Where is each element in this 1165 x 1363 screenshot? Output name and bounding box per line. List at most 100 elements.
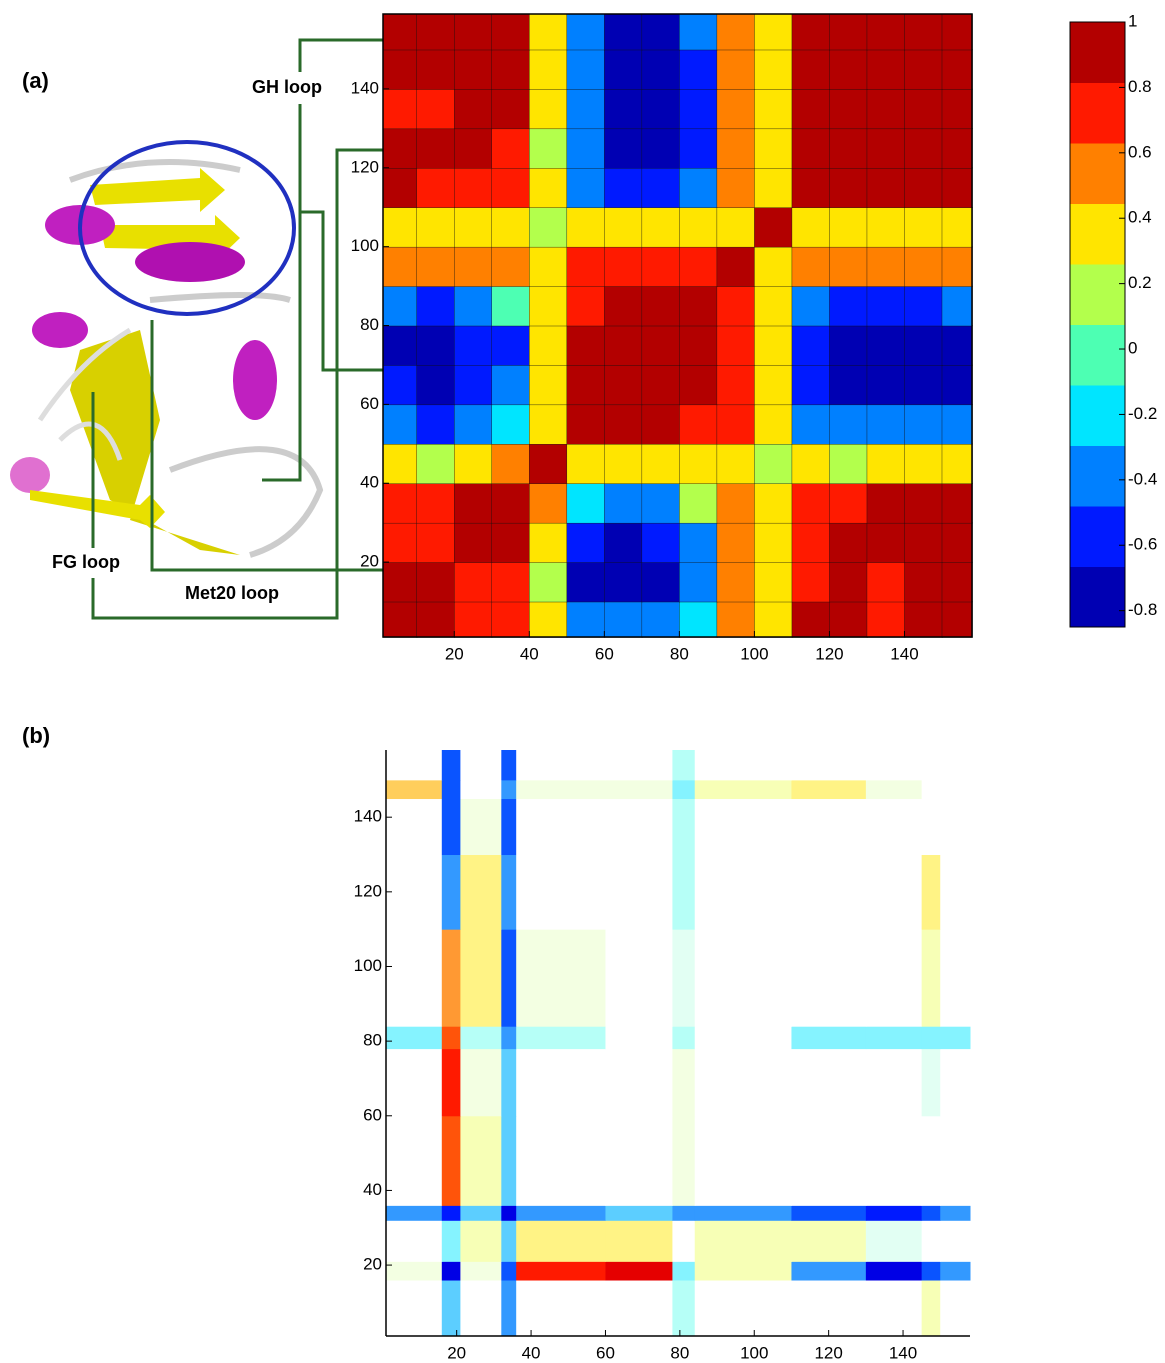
heatmap-cell bbox=[441, 1115, 461, 1206]
colorbar-tick-label: -0.6 bbox=[1128, 535, 1157, 554]
heatmap-cell bbox=[454, 443, 493, 484]
heatmap-cell bbox=[501, 1026, 517, 1050]
heatmap-cell bbox=[641, 483, 681, 524]
heatmap-cell bbox=[672, 1280, 696, 1337]
heatmap-cell bbox=[604, 246, 643, 287]
heatmap-cell bbox=[386, 1280, 443, 1337]
annotation: FG loop bbox=[52, 552, 120, 572]
heatmap-cell bbox=[491, 404, 531, 445]
heatmap-cell bbox=[604, 167, 643, 208]
heatmap-cell bbox=[529, 404, 568, 445]
heatmap-cell bbox=[529, 561, 568, 603]
heatmap-cell bbox=[460, 798, 502, 856]
colorbar-tick-label: 0.6 bbox=[1128, 142, 1152, 161]
heatmap-cell bbox=[605, 779, 673, 800]
heatmap-cell bbox=[829, 325, 868, 366]
heatmap-cell bbox=[460, 750, 502, 781]
heatmap-cell bbox=[641, 246, 681, 287]
heatmap-cell bbox=[516, 1115, 606, 1206]
heatmap-cell bbox=[941, 404, 973, 445]
heatmap-cell bbox=[566, 522, 606, 563]
heatmap-cell bbox=[491, 601, 531, 638]
heatmap-cell bbox=[605, 1280, 673, 1337]
heatmap-cell bbox=[716, 49, 756, 90]
heatmap-cell bbox=[921, 854, 941, 930]
heatmap-cell bbox=[529, 522, 568, 563]
heatmap-cell bbox=[716, 443, 756, 484]
heatmap-cell bbox=[941, 88, 973, 130]
heatmap-cell bbox=[605, 1026, 673, 1050]
heatmap-cell bbox=[791, 1115, 867, 1206]
heatmap-cell bbox=[694, 929, 792, 1027]
x-tick-label: 80 bbox=[670, 1343, 689, 1362]
heatmap-cell bbox=[454, 364, 493, 406]
heatmap-cell bbox=[454, 285, 493, 327]
heatmap-cell bbox=[921, 1115, 941, 1206]
heatmap-cell bbox=[382, 443, 418, 484]
heatmap-cell bbox=[865, 798, 923, 856]
x-tick-label: 120 bbox=[814, 1343, 842, 1362]
x-tick-label: 140 bbox=[889, 1343, 917, 1362]
heatmap-cell bbox=[382, 561, 418, 603]
x-tick-label: 40 bbox=[520, 644, 539, 663]
heatmap-cell bbox=[386, 1115, 443, 1206]
heatmap-cell bbox=[921, 1280, 941, 1337]
y-tick-label: 20 bbox=[360, 552, 379, 571]
heatmap-cell bbox=[516, 854, 606, 930]
heatmap-cell bbox=[605, 854, 673, 930]
heatmap-cell bbox=[529, 443, 568, 484]
heatmap-cell bbox=[754, 207, 793, 248]
heatmap-cell bbox=[454, 128, 493, 169]
y-tick-label: 100 bbox=[351, 236, 379, 255]
heatmap-cell bbox=[791, 13, 831, 51]
heatmap-cell bbox=[386, 1048, 443, 1117]
heatmap-cell bbox=[716, 246, 756, 287]
heatmap-cell bbox=[604, 483, 643, 524]
heatmap-cell bbox=[386, 779, 443, 800]
heatmap-cell bbox=[491, 443, 531, 484]
heatmap-cell bbox=[679, 207, 718, 248]
heatmap-cell bbox=[791, 167, 831, 208]
heatmap-cell bbox=[605, 1261, 673, 1281]
heatmap-cell bbox=[694, 1115, 792, 1206]
heatmap-cell bbox=[529, 88, 568, 130]
heatmap-cell bbox=[829, 364, 868, 406]
heatmap-cell bbox=[941, 561, 973, 603]
heatmap-cell bbox=[529, 364, 568, 406]
heatmap-cell bbox=[566, 601, 606, 638]
heatmap-cell bbox=[791, 1220, 867, 1262]
heatmap-cell bbox=[441, 798, 461, 856]
heatmap-cell bbox=[754, 364, 793, 406]
heatmap-cell bbox=[791, 779, 867, 800]
heatmap-cell bbox=[672, 750, 696, 781]
heatmap-cell bbox=[940, 1280, 971, 1337]
heatmap-cell bbox=[679, 88, 718, 130]
heatmap-cell bbox=[501, 929, 517, 1027]
heatmap-cell bbox=[829, 207, 868, 248]
heatmap-cell bbox=[921, 750, 941, 781]
heatmap-cell bbox=[566, 443, 606, 484]
heatmap-cell bbox=[529, 483, 568, 524]
heatmap-cell bbox=[941, 325, 973, 366]
heatmap-cell bbox=[416, 561, 455, 603]
heatmap-cell bbox=[866, 285, 906, 327]
heatmap-cell bbox=[566, 13, 606, 51]
heatmap-cell bbox=[516, 1220, 606, 1262]
heatmap-cell bbox=[865, 929, 923, 1027]
heatmap-cell bbox=[791, 128, 831, 169]
colorbar-band bbox=[1070, 264, 1125, 325]
heatmap-cell bbox=[716, 285, 756, 327]
colorbar-band bbox=[1070, 324, 1125, 386]
heatmap-cell bbox=[501, 1115, 517, 1206]
heatmap-cell bbox=[791, 1048, 867, 1117]
heatmap-cell bbox=[754, 13, 793, 51]
heatmap-cell bbox=[865, 779, 923, 800]
heatmap-cell bbox=[641, 561, 681, 603]
heatmap-cell bbox=[791, 854, 867, 930]
heatmap-cell bbox=[829, 404, 868, 445]
heatmap-cell bbox=[529, 49, 568, 90]
heatmap-cell bbox=[866, 128, 906, 169]
heatmap-cell bbox=[501, 1205, 517, 1221]
heatmap-cell bbox=[382, 207, 418, 248]
colorbar-tick-label: -0.8 bbox=[1128, 600, 1157, 619]
